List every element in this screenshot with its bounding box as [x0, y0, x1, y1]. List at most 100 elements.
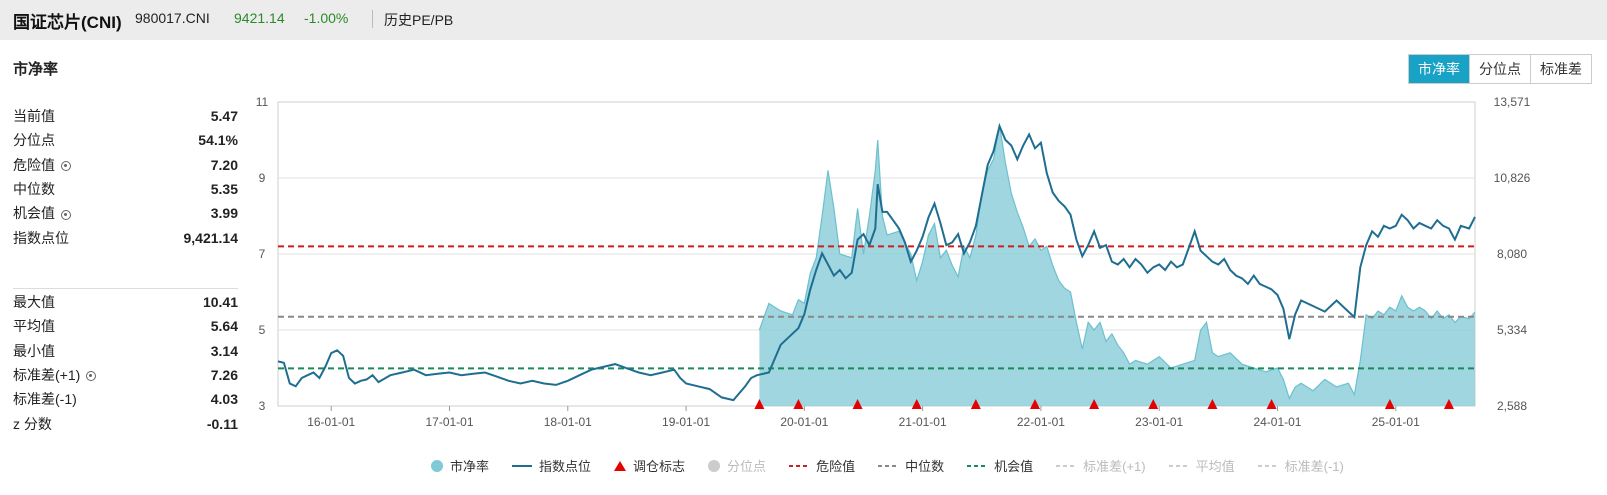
- settings-gear-icon[interactable]: [86, 371, 97, 382]
- stat-row: 标准差(+1) 7.26: [13, 363, 238, 387]
- stat-label-text: 危险值: [13, 156, 55, 173]
- index-code: 980017.CNI: [135, 10, 210, 26]
- stat-row: 当前值 5.47: [13, 104, 238, 128]
- stat-label-text: 标准差(+1): [13, 367, 81, 384]
- right-tick-label: 13,571: [1494, 95, 1531, 109]
- stat-label: 危险值: [13, 155, 71, 175]
- legend-label: 调仓标志: [633, 459, 686, 474]
- settings-gear-icon[interactable]: [61, 209, 71, 220]
- legend-item[interactable]: 机会值: [966, 456, 1033, 475]
- stat-label-text: z 分数: [13, 415, 52, 432]
- x-tick-label: 19-01-01: [662, 415, 710, 429]
- stat-row: 机会值 3.99: [13, 201, 238, 225]
- stat-label: 当前值: [13, 106, 55, 126]
- tab-1[interactable]: 分位点: [1469, 55, 1530, 83]
- pb-line: [758, 124, 1476, 400]
- legend-swatch: [431, 459, 443, 472]
- legend-swatch: [614, 460, 627, 471]
- legend-swatch: [878, 464, 899, 467]
- legend-label: 危险值: [816, 459, 856, 474]
- x-tick-label: 17-01-01: [425, 415, 473, 429]
- tab-0[interactable]: 市净率: [1409, 55, 1469, 83]
- right-tick-label: 8,080: [1497, 247, 1527, 261]
- x-tick-label: 25-01-01: [1372, 415, 1420, 429]
- stats-bottom-list: 最大值 10.41 平均值 5.64 最小值 3.14 标准差(+1) 7.26 标准差(-1)…: [13, 290, 238, 436]
- legend-item[interactable]: 分位点: [707, 456, 766, 475]
- stat-value: 7.20: [210, 156, 238, 173]
- stat-label: 最小值: [13, 341, 55, 361]
- stat-label: 指数点位: [13, 228, 69, 248]
- stat-value: 9,421.14: [183, 229, 239, 246]
- stat-label: 平均值: [13, 316, 55, 336]
- rebalance-marker: [1207, 399, 1218, 409]
- stat-value: 3.14: [210, 342, 238, 359]
- left-tick-label: 11: [256, 95, 269, 109]
- tab-2[interactable]: 标准差: [1530, 55, 1591, 83]
- legend-swatch: [1168, 464, 1189, 467]
- legend-item[interactable]: 市净率: [430, 456, 489, 475]
- rebalance-marker: [1266, 399, 1277, 409]
- stat-label: 机会值: [13, 203, 71, 223]
- panel-title: 市净率: [13, 61, 59, 78]
- rebalance-marker: [754, 399, 765, 409]
- legend-swatch: [1056, 464, 1077, 467]
- legend-swatch: [789, 464, 810, 467]
- rebalance-marker: [793, 399, 804, 409]
- right-tick-label: 10,826: [1494, 171, 1531, 185]
- stat-label-text: 分位点: [13, 132, 55, 149]
- legend-item[interactable]: 标准差(+1): [1055, 456, 1146, 475]
- legend-item[interactable]: 危险值: [788, 456, 855, 475]
- chart-legend: 市净率 指数点位 调仓标志 分位点 危险值 中位数 机会值 标准差(+1) 平均值 标准差(-1): [430, 456, 1366, 475]
- stat-value: 7.26: [210, 367, 238, 384]
- stat-value: 10.41: [202, 294, 238, 311]
- legend-label: 中位数: [905, 459, 945, 474]
- legend-item[interactable]: 指数点位: [511, 456, 591, 475]
- index-change: -1.00%: [304, 10, 349, 26]
- stats-divider: [13, 288, 238, 289]
- stat-label: 分位点: [13, 130, 55, 150]
- settings-gear-icon[interactable]: [61, 161, 71, 172]
- history-pe-pb-link[interactable]: 历史PE/PB: [384, 12, 454, 28]
- index-price: 9421.14: [234, 10, 285, 26]
- stat-label: 标准差(-1): [13, 389, 77, 409]
- chart-panel: 市净率 当前值 5.47 分位点 54.1% 危险值 7.20 中位数 5.35 机会值 3.99…: [0, 40, 1607, 495]
- index-name: 国证芯片(CNI): [13, 13, 122, 32]
- stat-label-text: 当前值: [13, 108, 55, 125]
- legend-label: 机会值: [994, 459, 1034, 474]
- legend-item[interactable]: 标准差(-1): [1257, 456, 1344, 475]
- right-tick-label: 5,334: [1497, 323, 1527, 337]
- stat-row: 分位点 54.1%: [13, 128, 238, 152]
- legend-label: 标准差(-1): [1284, 459, 1344, 474]
- rebalance-marker: [1089, 399, 1100, 409]
- rebalance-marker: [1148, 399, 1159, 409]
- rebalance-marker: [1029, 399, 1040, 409]
- left-tick-label: 3: [259, 399, 266, 413]
- legend-item[interactable]: 平均值: [1168, 456, 1235, 475]
- left-tick-label: 9: [259, 171, 266, 185]
- legend-swatch: [512, 464, 533, 467]
- legend-label: 平均值: [1195, 459, 1235, 474]
- rebalance-marker: [1384, 399, 1395, 409]
- rebalance-marker: [1443, 399, 1454, 409]
- stat-label-text: 最小值: [13, 342, 55, 359]
- rebalance-marker: [852, 399, 863, 409]
- stat-label: 中位数: [13, 179, 55, 199]
- stat-value: 54.1%: [198, 132, 238, 149]
- header-divider: [372, 10, 373, 28]
- stat-value: 4.03: [210, 391, 238, 408]
- stat-label: z 分数: [13, 414, 52, 434]
- legend-item[interactable]: 调仓标志: [613, 456, 685, 475]
- index-line: [277, 122, 1476, 402]
- stat-label-text: 机会值: [13, 205, 55, 222]
- x-tick-label: 21-01-01: [899, 415, 947, 429]
- stat-label-text: 最大值: [13, 294, 55, 311]
- stat-label-text: 标准差(-1): [13, 391, 77, 408]
- metric-tabs: 市净率 分位点 标准差: [1408, 54, 1592, 84]
- x-tick-label: 23-01-01: [1135, 415, 1183, 429]
- stat-value: 5.47: [210, 108, 238, 125]
- legend-item[interactable]: 中位数: [877, 456, 944, 475]
- left-tick-label: 5: [259, 323, 266, 337]
- legend-swatch: [967, 464, 988, 467]
- stat-value: 5.64: [210, 318, 238, 335]
